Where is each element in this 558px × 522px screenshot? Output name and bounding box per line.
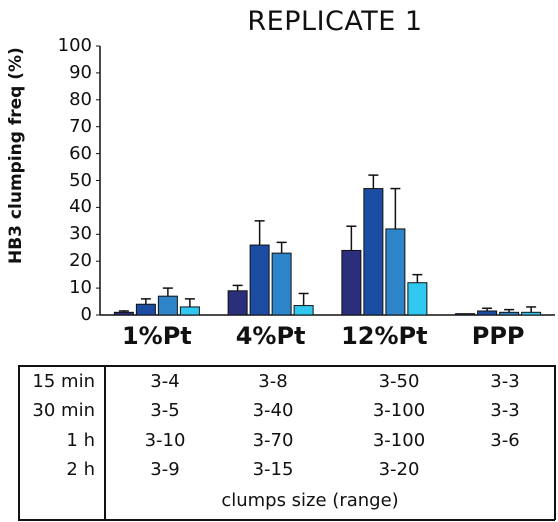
y-tick-label: 90 bbox=[69, 61, 92, 83]
table-cell: 3-6 bbox=[490, 430, 520, 451]
y-tick-label: 100 bbox=[57, 35, 92, 56]
y-tick-label: 50 bbox=[69, 169, 92, 191]
y-tick-label: 60 bbox=[69, 142, 92, 164]
bar bbox=[363, 188, 384, 316]
table-row-label: 2 h bbox=[66, 459, 95, 480]
table-cell: 3-3 bbox=[490, 400, 520, 421]
table-cell: 3-10 bbox=[144, 430, 186, 451]
table-bottom-border bbox=[18, 519, 555, 521]
table-cell: 3-100 bbox=[372, 430, 426, 451]
y-tick-label: 10 bbox=[69, 277, 92, 299]
y-tick-label: 40 bbox=[69, 196, 92, 218]
bar bbox=[455, 313, 476, 316]
table-cell: 3-50 bbox=[378, 371, 420, 392]
table-cell: 3-20 bbox=[378, 459, 420, 480]
table-cell: 3-8 bbox=[258, 371, 288, 392]
table-row-label: 1 h bbox=[66, 430, 95, 451]
x-category-label: PPP bbox=[471, 322, 525, 350]
bar bbox=[135, 303, 156, 316]
table-divider bbox=[104, 365, 106, 520]
table-cell: 3-4 bbox=[150, 371, 180, 392]
y-tick-label: 30 bbox=[69, 223, 92, 245]
bar bbox=[477, 310, 498, 316]
bar bbox=[293, 305, 314, 316]
table-cell: 3-100 bbox=[372, 400, 426, 421]
table-footer: clumps size (range) bbox=[221, 490, 399, 511]
bar bbox=[113, 311, 134, 316]
table-cell: 3-3 bbox=[490, 371, 520, 392]
y-tick-label: 0 bbox=[80, 304, 92, 325]
x-category-label: 1%Pt bbox=[121, 322, 192, 350]
table-cell: 3-15 bbox=[252, 459, 294, 480]
y-tick-label: 70 bbox=[69, 115, 92, 137]
table-top-border bbox=[18, 365, 555, 367]
bar bbox=[341, 249, 362, 316]
table-row-label: 30 min bbox=[32, 400, 95, 421]
bar bbox=[249, 244, 270, 316]
table-right-border bbox=[554, 365, 556, 520]
bar bbox=[385, 228, 406, 316]
bar bbox=[407, 282, 428, 316]
bar bbox=[227, 290, 248, 316]
table-row-label: 15 min bbox=[32, 371, 95, 392]
bar bbox=[499, 311, 520, 316]
table-left-border bbox=[18, 365, 20, 520]
y-tick-label: 80 bbox=[69, 88, 92, 110]
chart-title: REPLICATE 1 bbox=[247, 6, 423, 37]
table-cell: 3-40 bbox=[252, 400, 294, 421]
bar bbox=[157, 295, 178, 316]
table-cell: 3-5 bbox=[150, 400, 180, 421]
x-category-label: 4%Pt bbox=[235, 322, 306, 350]
bar bbox=[521, 311, 542, 316]
x-category-label: 12%Pt bbox=[341, 322, 428, 350]
y-tick-label: 20 bbox=[69, 250, 92, 272]
bar bbox=[179, 306, 200, 316]
bar bbox=[271, 252, 292, 316]
table-cell: 3-9 bbox=[150, 459, 180, 480]
table-cell: 3-70 bbox=[252, 430, 294, 451]
